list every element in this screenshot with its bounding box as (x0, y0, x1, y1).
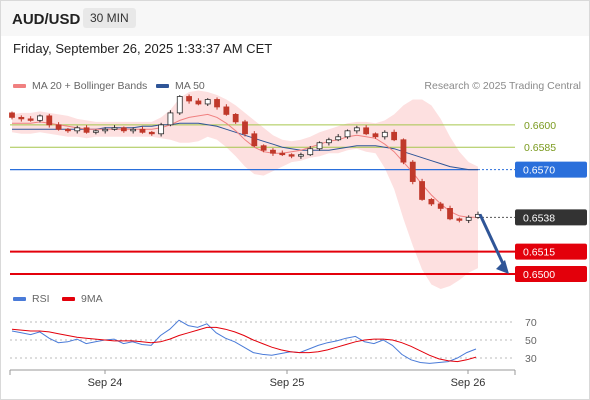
candle-body (252, 134, 257, 146)
candle-body (401, 140, 406, 162)
candle-body (75, 128, 80, 131)
candle-body (37, 116, 42, 120)
candle-body (140, 129, 145, 132)
candle-body (233, 114, 238, 121)
candle-body (131, 129, 136, 130)
candle-body (392, 132, 397, 139)
candle-body (382, 132, 387, 136)
resistance-label: 0.6600 (524, 120, 556, 132)
candle-body (420, 182, 425, 200)
candle-body (261, 146, 266, 150)
candle-body (103, 129, 108, 130)
candle-body (159, 125, 164, 134)
candle-body (410, 162, 415, 181)
candle-body (19, 117, 24, 118)
candle-body (149, 132, 154, 133)
candle-body (364, 128, 369, 134)
candle-body (65, 129, 70, 130)
candle-body (84, 128, 89, 132)
candle-body (205, 99, 210, 103)
candle-body (224, 107, 229, 114)
candle-body (47, 116, 52, 125)
forecast-arrow (480, 214, 505, 268)
candle-body (10, 113, 15, 117)
candle-body (168, 113, 173, 125)
candle-body (336, 137, 341, 140)
x-axis-label: Sep 25 (270, 377, 305, 389)
candle-body (280, 153, 285, 154)
candle-body (308, 149, 313, 155)
candle-body (317, 143, 322, 149)
rsi-line (12, 320, 476, 363)
support-label: 0.6500 (523, 269, 555, 281)
candle-body (187, 96, 192, 100)
candle-body (196, 101, 201, 104)
pivot-label: 0.6570 (523, 165, 555, 177)
rsi-tick-label: 30 (525, 353, 537, 365)
candle-body (121, 128, 126, 131)
candle-body (298, 155, 303, 156)
candle-body (56, 125, 61, 129)
rsi-tick-label: 50 (525, 335, 537, 347)
candle-body (93, 131, 98, 132)
candle-body (112, 128, 117, 129)
support-label: 0.6515 (523, 247, 555, 259)
x-axis-label: Sep 24 (88, 377, 123, 389)
rsi-ma-line (12, 327, 476, 361)
last-price-label: 0.6538 (523, 212, 555, 224)
candle-body (289, 155, 294, 156)
candle-body (457, 219, 462, 220)
candle-body (215, 99, 220, 106)
candle-body (354, 128, 359, 131)
candle-body (243, 122, 248, 134)
candle-body (28, 119, 33, 120)
candle-body (429, 199, 434, 203)
candle-body (448, 208, 453, 218)
resistance-label: 0.6585 (524, 142, 556, 154)
candle-body (326, 140, 331, 143)
candle-body (177, 96, 182, 112)
candle-body (466, 217, 471, 220)
candle-body (270, 150, 275, 153)
candle-body (438, 204, 443, 208)
x-axis-label: Sep 26 (451, 377, 486, 389)
rsi-tick-label: 70 (525, 317, 537, 329)
candle-body (345, 131, 350, 137)
candle-body (373, 134, 378, 137)
